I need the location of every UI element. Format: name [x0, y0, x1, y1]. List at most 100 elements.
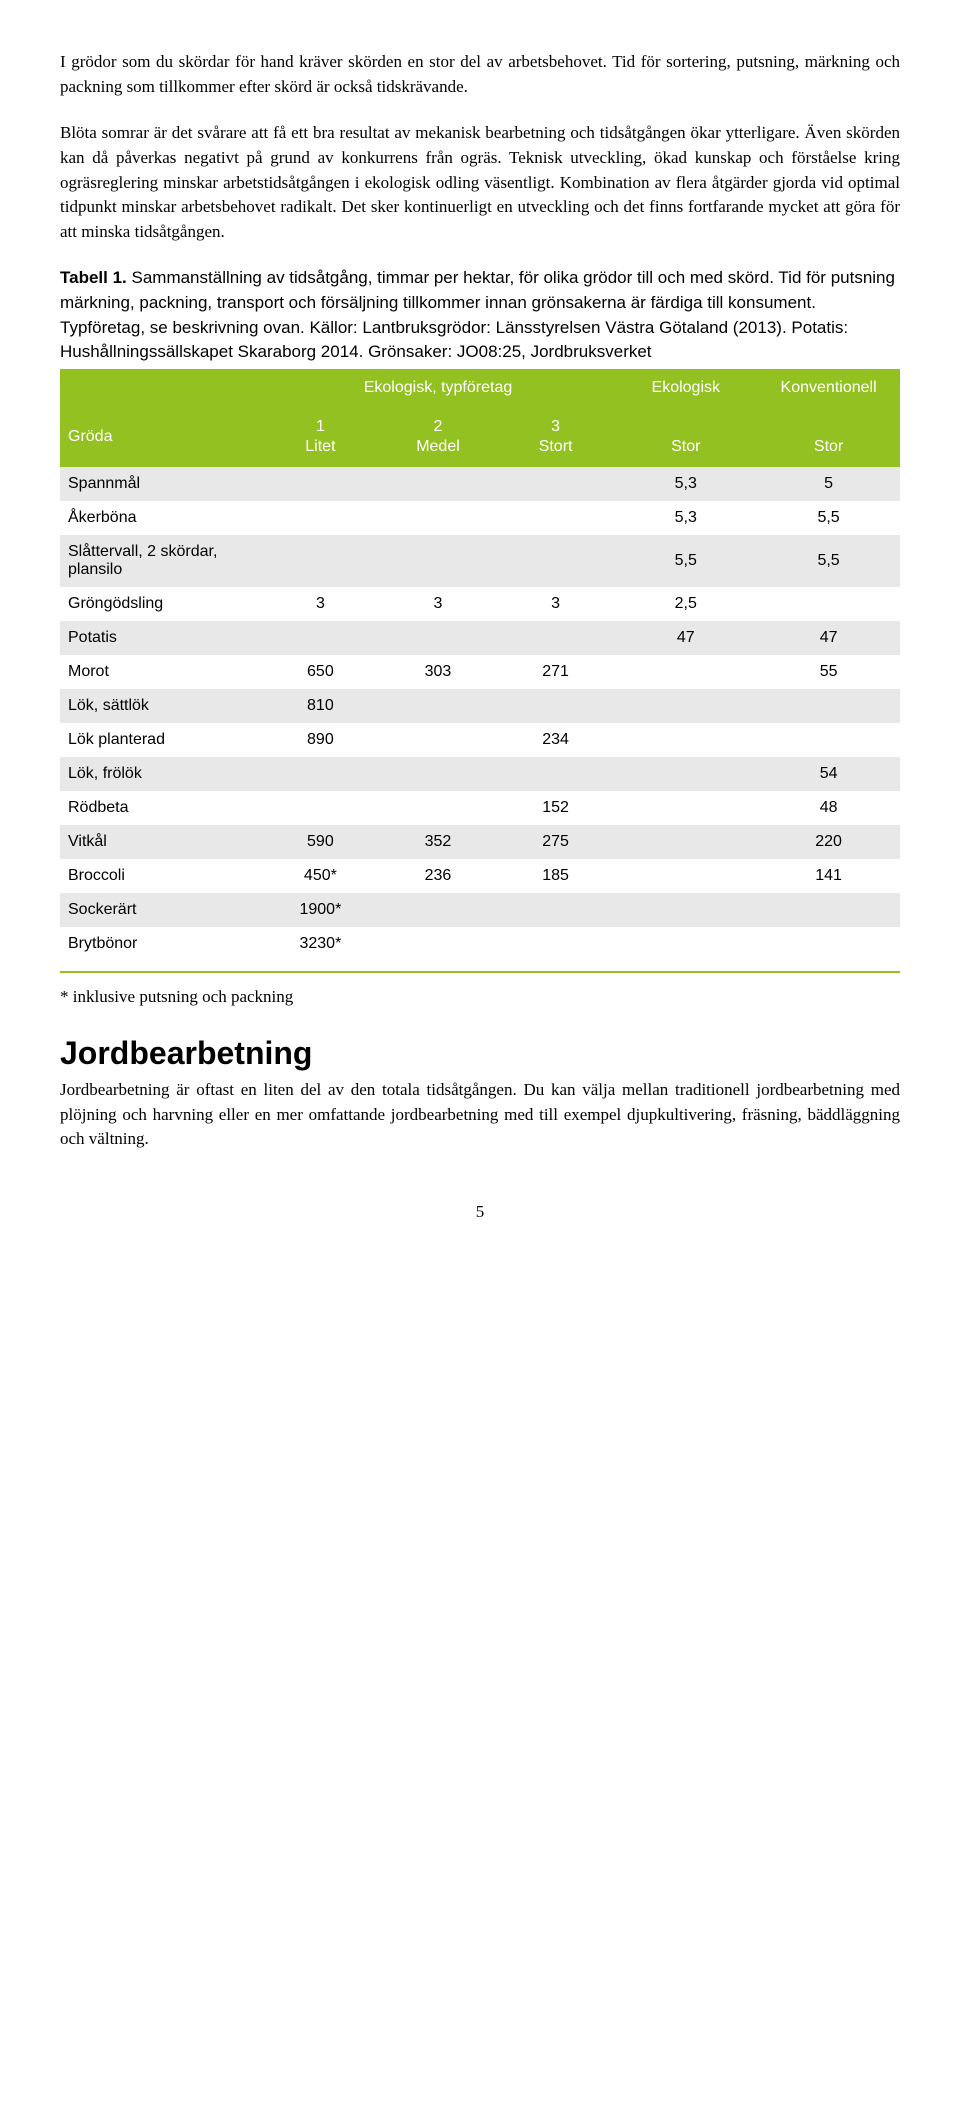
- value-cell: 3230*: [262, 927, 380, 961]
- value-cell: 810: [262, 689, 380, 723]
- value-cell: 5,5: [614, 535, 757, 587]
- value-cell: 450*: [262, 859, 380, 893]
- table-row: Slåttervall, 2 skördar, plansilo5,55,5: [60, 535, 900, 587]
- table-superheader-row: Ekologisk, typföretag Ekologisk Konventi…: [60, 369, 900, 407]
- value-cell: 3: [497, 587, 615, 621]
- value-cell: [379, 927, 497, 961]
- table-row: Lök, sättlök810: [60, 689, 900, 723]
- value-cell: [614, 757, 757, 791]
- crop-cell: Lök, frölök: [60, 757, 262, 791]
- page-number: 5: [60, 1202, 900, 1222]
- value-cell: 152: [497, 791, 615, 825]
- value-cell: 236: [379, 859, 497, 893]
- crop-cell: Potatis: [60, 621, 262, 655]
- crop-cell: Rödbeta: [60, 791, 262, 825]
- value-cell: [757, 723, 900, 757]
- crop-cell: Sockerärt: [60, 893, 262, 927]
- value-cell: [757, 587, 900, 621]
- table-row: Sockerärt1900*: [60, 893, 900, 927]
- value-cell: [614, 859, 757, 893]
- section-paragraph: Jordbearbetning är oftast en liten del a…: [60, 1078, 900, 1152]
- crop-cell: Lök planterad: [60, 723, 262, 757]
- table-row: Morot65030327155: [60, 655, 900, 689]
- value-cell: [757, 927, 900, 961]
- table-subheader-row: Gröda 1 Litet 2 Medel 3 Stort Stor Stor: [60, 407, 900, 467]
- value-cell: [262, 467, 380, 501]
- crop-cell: Gröngödsling: [60, 587, 262, 621]
- table-caption-text: Sammanställning av tidsåtgång, timmar pe…: [60, 268, 895, 361]
- table-row: Spannmål 5,35: [60, 467, 900, 501]
- value-cell: [614, 723, 757, 757]
- table-row: Brytbönor3230*: [60, 927, 900, 961]
- table-body: Spannmål 5,35Åkerböna5,35,5Slåttervall, 2…: [60, 467, 900, 961]
- value-cell: [379, 893, 497, 927]
- value-cell: 141: [757, 859, 900, 893]
- value-cell: 3: [262, 587, 380, 621]
- subhead-col3: 3 Stort: [497, 407, 615, 467]
- crop-cell: Åkerböna: [60, 501, 262, 535]
- table-row: Vitkål590352275220: [60, 825, 900, 859]
- crop-cell: Spannmål: [60, 467, 262, 501]
- value-cell: [757, 893, 900, 927]
- value-cell: [379, 535, 497, 587]
- crop-cell: Broccoli: [60, 859, 262, 893]
- value-cell: [379, 689, 497, 723]
- value-cell: [497, 689, 615, 723]
- value-cell: [262, 501, 380, 535]
- value-cell: [614, 655, 757, 689]
- value-cell: 48: [757, 791, 900, 825]
- section-heading-jordbearbetning: Jordbearbetning: [60, 1035, 900, 1072]
- subhead-col4: Stor: [614, 407, 757, 467]
- crop-cell: Morot: [60, 655, 262, 689]
- time-table: Ekologisk, typföretag Ekologisk Konventi…: [60, 369, 900, 961]
- value-cell: [614, 791, 757, 825]
- value-cell: [379, 467, 497, 501]
- subhead-col1: 1 Litet: [262, 407, 380, 467]
- table-bottom-rule: [60, 971, 900, 973]
- value-cell: [262, 621, 380, 655]
- value-cell: 3: [379, 587, 497, 621]
- value-cell: 890: [262, 723, 380, 757]
- intro-paragraph-2: Blöta somrar är det svårare att få ett b…: [60, 121, 900, 244]
- value-cell: 54: [757, 757, 900, 791]
- subhead-col2: 2 Medel: [379, 407, 497, 467]
- value-cell: [379, 621, 497, 655]
- value-cell: 5: [757, 467, 900, 501]
- crop-cell: Lök, sättlök: [60, 689, 262, 723]
- value-cell: [614, 927, 757, 961]
- table-row: Broccoli450*236185141: [60, 859, 900, 893]
- crop-cell: Brytbönor: [60, 927, 262, 961]
- table-caption: Tabell 1. Sammanställning av tidsåtgång,…: [60, 266, 900, 365]
- table-row: Lök, frölök 54: [60, 757, 900, 791]
- value-cell: [497, 893, 615, 927]
- value-cell: 234: [497, 723, 615, 757]
- value-cell: [497, 757, 615, 791]
- value-cell: 55: [757, 655, 900, 689]
- table-footnote: * inklusive putsning och packning: [60, 987, 900, 1007]
- value-cell: 590: [262, 825, 380, 859]
- value-cell: 47: [614, 621, 757, 655]
- value-cell: 5,5: [757, 535, 900, 587]
- value-cell: 5,3: [614, 467, 757, 501]
- superhead-eko: Ekologisk: [614, 369, 757, 407]
- value-cell: [262, 535, 380, 587]
- table-caption-label: Tabell 1.: [60, 268, 127, 287]
- table-row: Gröngödsling3332,5: [60, 587, 900, 621]
- crop-cell: Vitkål: [60, 825, 262, 859]
- value-cell: [757, 689, 900, 723]
- table-row: Åkerböna5,35,5: [60, 501, 900, 535]
- value-cell: 275: [497, 825, 615, 859]
- value-cell: [379, 723, 497, 757]
- value-cell: [262, 757, 380, 791]
- value-cell: [379, 501, 497, 535]
- value-cell: 1900*: [262, 893, 380, 927]
- value-cell: 47: [757, 621, 900, 655]
- value-cell: 220: [757, 825, 900, 859]
- value-cell: 271: [497, 655, 615, 689]
- value-cell: [497, 927, 615, 961]
- value-cell: 650: [262, 655, 380, 689]
- intro-paragraph-1: I grödor som du skördar för hand kräver …: [60, 50, 900, 99]
- subhead-crop: Gröda: [60, 407, 262, 467]
- value-cell: [379, 757, 497, 791]
- superhead-eko-typ: Ekologisk, typföretag: [262, 369, 615, 407]
